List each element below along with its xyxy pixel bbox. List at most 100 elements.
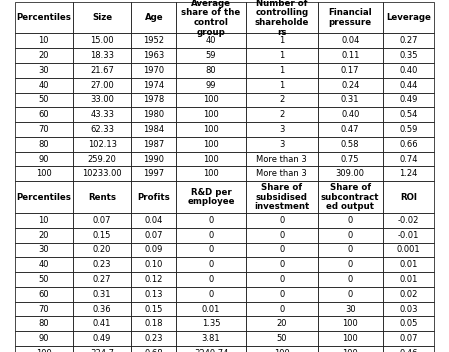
Text: 0.40: 0.40 bbox=[341, 110, 359, 119]
Text: 2: 2 bbox=[279, 110, 284, 119]
Bar bbox=[246, 33, 318, 48]
Text: Financial
pressure: Financial pressure bbox=[328, 8, 372, 27]
Text: 1984: 1984 bbox=[143, 125, 164, 134]
Text: 43.33: 43.33 bbox=[90, 110, 114, 119]
Bar bbox=[383, 228, 435, 243]
Bar bbox=[318, 181, 383, 213]
Text: 102.13: 102.13 bbox=[88, 140, 117, 149]
Bar bbox=[246, 302, 318, 316]
Bar bbox=[383, 137, 435, 152]
Bar bbox=[318, 48, 383, 63]
Text: 80: 80 bbox=[39, 140, 49, 149]
Bar bbox=[318, 213, 383, 228]
Bar bbox=[73, 302, 131, 316]
Text: 2: 2 bbox=[279, 95, 284, 105]
Text: 20: 20 bbox=[39, 231, 49, 240]
Bar bbox=[131, 137, 176, 152]
Bar bbox=[246, 107, 318, 122]
Bar bbox=[383, 166, 435, 181]
Bar bbox=[318, 152, 383, 166]
Text: 1.24: 1.24 bbox=[400, 169, 418, 178]
Bar bbox=[176, 302, 246, 316]
Text: 50: 50 bbox=[39, 95, 49, 105]
Text: 0.13: 0.13 bbox=[145, 290, 163, 299]
Text: 0: 0 bbox=[208, 275, 214, 284]
Bar bbox=[73, 346, 131, 352]
Text: 0.09: 0.09 bbox=[145, 245, 163, 254]
Text: 100: 100 bbox=[36, 169, 52, 178]
Bar bbox=[14, 272, 73, 287]
Text: 0: 0 bbox=[279, 231, 284, 240]
Text: 0.10: 0.10 bbox=[145, 260, 163, 269]
Text: 100: 100 bbox=[274, 349, 290, 352]
Text: 70: 70 bbox=[39, 304, 49, 314]
Bar bbox=[14, 152, 73, 166]
Bar bbox=[176, 2, 246, 33]
Bar bbox=[383, 33, 435, 48]
Text: 334.7: 334.7 bbox=[90, 349, 114, 352]
Bar bbox=[318, 63, 383, 78]
Bar bbox=[318, 2, 383, 33]
Bar bbox=[14, 107, 73, 122]
Bar bbox=[73, 181, 131, 213]
Bar bbox=[73, 78, 131, 93]
Text: 0.54: 0.54 bbox=[400, 110, 418, 119]
Text: 0.07: 0.07 bbox=[399, 334, 418, 343]
Bar bbox=[14, 181, 73, 213]
Text: Percentiles: Percentiles bbox=[16, 13, 71, 22]
Bar bbox=[246, 228, 318, 243]
Bar bbox=[73, 257, 131, 272]
Bar bbox=[176, 63, 246, 78]
Text: 0.11: 0.11 bbox=[341, 51, 359, 60]
Bar bbox=[131, 107, 176, 122]
Bar bbox=[246, 272, 318, 287]
Bar bbox=[176, 287, 246, 302]
Text: 1: 1 bbox=[279, 36, 284, 45]
Text: 0.75: 0.75 bbox=[341, 155, 360, 164]
Text: Percentiles: Percentiles bbox=[16, 193, 71, 202]
Text: 60: 60 bbox=[39, 110, 49, 119]
Bar bbox=[246, 48, 318, 63]
Bar bbox=[246, 331, 318, 346]
Text: 0.46: 0.46 bbox=[399, 349, 418, 352]
Text: Average
share of the
control
group: Average share of the control group bbox=[181, 0, 241, 37]
Bar bbox=[14, 213, 73, 228]
Bar bbox=[318, 287, 383, 302]
Bar bbox=[383, 316, 435, 331]
Bar bbox=[73, 63, 131, 78]
Bar bbox=[246, 152, 318, 166]
Bar bbox=[383, 63, 435, 78]
Bar bbox=[14, 302, 73, 316]
Text: 33.00: 33.00 bbox=[90, 95, 114, 105]
Text: 3240.74: 3240.74 bbox=[194, 349, 228, 352]
Text: 30: 30 bbox=[39, 245, 49, 254]
Text: 0.27: 0.27 bbox=[93, 275, 111, 284]
Bar bbox=[131, 257, 176, 272]
Bar bbox=[383, 122, 435, 137]
Text: 0.05: 0.05 bbox=[400, 319, 418, 328]
Text: 0: 0 bbox=[279, 304, 284, 314]
Bar bbox=[246, 257, 318, 272]
Text: 0.04: 0.04 bbox=[341, 36, 359, 45]
Bar bbox=[176, 346, 246, 352]
Text: 3.81: 3.81 bbox=[202, 334, 220, 343]
Bar bbox=[73, 137, 131, 152]
Text: 100: 100 bbox=[203, 125, 219, 134]
Text: 100: 100 bbox=[203, 95, 219, 105]
Bar bbox=[318, 331, 383, 346]
Bar bbox=[383, 152, 435, 166]
Bar bbox=[383, 2, 435, 33]
Bar bbox=[176, 107, 246, 122]
Bar bbox=[176, 272, 246, 287]
Text: 20: 20 bbox=[277, 319, 287, 328]
Bar bbox=[131, 213, 176, 228]
Text: 3: 3 bbox=[279, 125, 284, 134]
Text: 0: 0 bbox=[348, 260, 353, 269]
Bar bbox=[246, 287, 318, 302]
Text: 18.33: 18.33 bbox=[90, 51, 114, 60]
Bar bbox=[246, 213, 318, 228]
Text: 1987: 1987 bbox=[143, 140, 164, 149]
Text: 0.36: 0.36 bbox=[93, 304, 111, 314]
Bar bbox=[246, 122, 318, 137]
Bar bbox=[176, 137, 246, 152]
